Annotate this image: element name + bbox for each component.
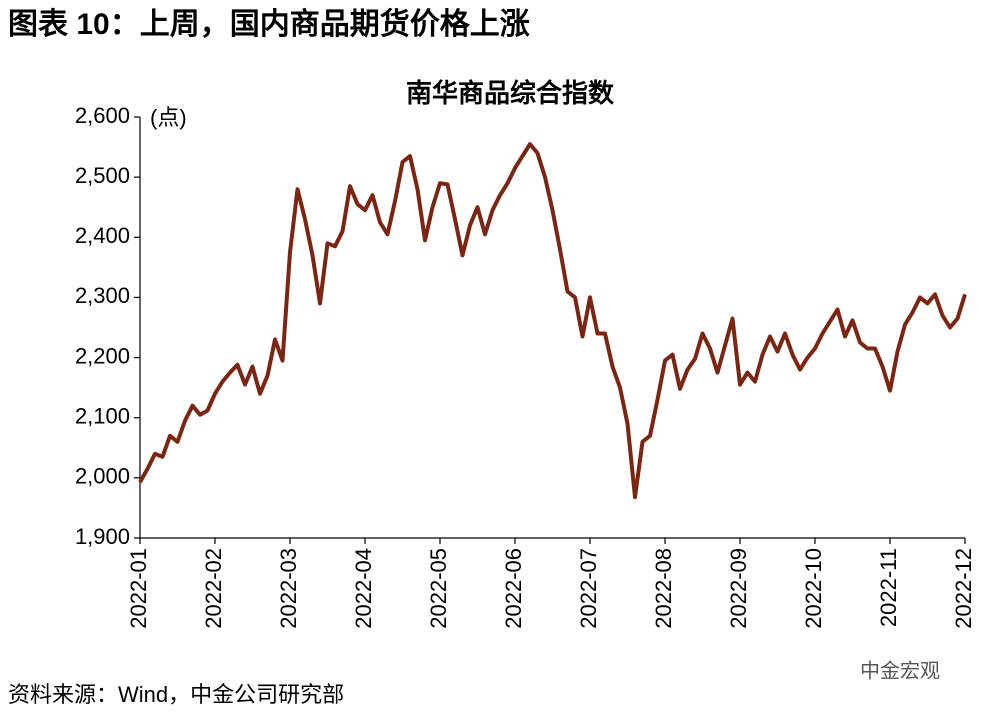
x-tick-label: 2022-08	[651, 548, 676, 629]
x-tick-label: 2022-03	[276, 548, 301, 629]
chart-title: 南华商品综合指数	[406, 78, 615, 108]
y-tick-label: 2,200	[75, 343, 130, 368]
y-tick-label: 2,000	[75, 464, 130, 489]
x-tick-label: 2022-04	[351, 548, 376, 629]
x-tick-label: 2022-09	[726, 548, 751, 629]
y-tick-label: 2,500	[75, 163, 130, 188]
x-tick-label: 2022-10	[801, 548, 826, 629]
y-tick-label: 2,300	[75, 283, 130, 308]
page-title: 图表 10：上周，国内商品期货价格上涨	[8, 7, 530, 41]
y-tick-label: 2,400	[75, 223, 130, 248]
x-tick-label: 2022-02	[201, 548, 226, 629]
x-tick-label: 2022-05	[426, 548, 451, 629]
source: 资料来源：Wind，中金公司研究部	[8, 682, 344, 707]
x-tick-label: 2022-07	[576, 548, 601, 629]
x-tick-label: 2022-06	[501, 548, 526, 629]
x-tick-label: 2022-01	[126, 548, 151, 629]
y-tick-label: 2,100	[75, 404, 130, 429]
watermark: 中金宏观	[860, 659, 940, 682]
line-series	[138, 142, 967, 500]
x-tick-label: 2022-12	[951, 548, 976, 629]
y-tick-label: 2,600	[75, 103, 130, 128]
unit-label: (点)	[150, 105, 187, 130]
x-tick-label: 2022-11	[876, 548, 901, 627]
y-tick-label: 1,900	[75, 524, 130, 549]
